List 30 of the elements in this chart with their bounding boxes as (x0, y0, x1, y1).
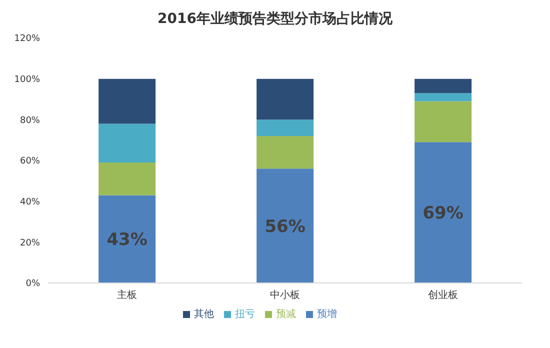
bar (98, 195, 156, 283)
bar (414, 78, 472, 94)
data-label: 43% (106, 230, 148, 250)
y-tick-label: 40% (20, 198, 40, 208)
bar (414, 101, 472, 142)
legend-label: 预增 (317, 309, 337, 320)
x-tick-label: 中小板 (270, 289, 300, 302)
data-label: 69% (422, 204, 464, 224)
chart-title: 2016年业绩预告类型分市场占比情况 (156, 10, 394, 29)
legend-label: 预减 (276, 309, 296, 320)
y-tick-label: 0% (26, 279, 40, 290)
bar (414, 93, 472, 102)
y-tick-label: 100% (14, 75, 40, 86)
bar (256, 120, 314, 136)
legend-label: 扭亏 (235, 309, 255, 320)
bar (98, 78, 156, 124)
bar (256, 78, 314, 120)
data-label: 56% (264, 216, 306, 237)
y-tick-label: 120% (14, 34, 40, 44)
x-tick-label: 创业板 (428, 289, 458, 302)
y-tick-label: 80% (20, 116, 40, 126)
bar (98, 162, 156, 196)
bar (98, 124, 156, 163)
bar (256, 136, 314, 169)
bar (256, 168, 314, 283)
y-tick-label: 20% (20, 238, 40, 248)
bar (414, 142, 472, 283)
legend-label: 其他 (194, 309, 214, 320)
y-tick-label: 60% (20, 156, 40, 167)
x-tick-label: 主板 (117, 289, 137, 302)
